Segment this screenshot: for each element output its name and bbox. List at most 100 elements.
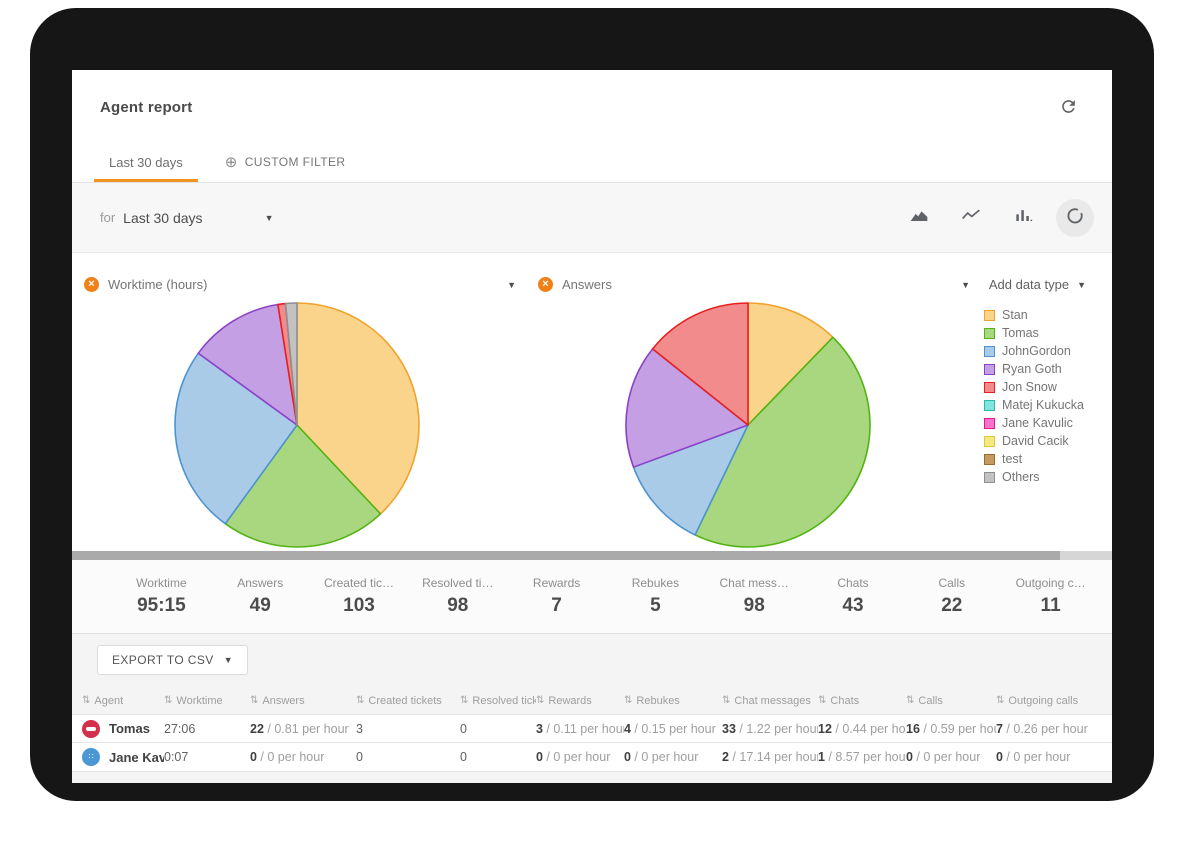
tab-custom-filter[interactable]: ⊕ CUSTOM FILTER — [210, 145, 361, 182]
agent-name: Tomas — [109, 721, 150, 736]
filterbar: for Last 30 days ▼ — [72, 183, 1112, 253]
stat-label: Outgoing c… — [1015, 576, 1086, 590]
pie-slice-others[interactable] — [284, 302, 298, 426]
metric-cell: 0 / 0 per hour — [906, 750, 981, 764]
chevron-down-icon[interactable]: ▼ — [961, 279, 970, 290]
agent-name: Jane Kav — [109, 749, 164, 765]
remove-chart-icon[interactable]: × — [538, 277, 553, 292]
pie-slice-tomas[interactable] — [224, 424, 382, 548]
worktime-cell: 0:07 — [164, 750, 189, 764]
area-chart-button[interactable] — [900, 199, 938, 237]
pie-slice-stan[interactable] — [747, 302, 834, 426]
column-header-worktime[interactable]: ⇅ Worktime — [164, 695, 250, 707]
pie-slice-johngordon[interactable] — [174, 352, 298, 525]
metric-cell: 4 / 0.15 per hour — [624, 721, 716, 736]
legend-item[interactable]: Stan — [984, 306, 1084, 324]
chart-type-toolbar — [900, 198, 1094, 237]
summary-stat: Resolved ti… 98 — [408, 576, 507, 617]
legend-item[interactable]: Jane Kavulic — [984, 414, 1084, 432]
export-to-csv-button[interactable]: EXPORT TO CSV ▼ — [97, 645, 248, 675]
table-row[interactable]: ∷ Jane Kav 0:07 0 / 0 per hour 0 0 0 / 0 per h… — [72, 743, 1112, 772]
stat-value: 95:15 — [137, 595, 186, 616]
legend-item[interactable]: Others — [984, 468, 1084, 486]
column-header-answers[interactable]: ⇅ Answers — [250, 695, 356, 707]
legend-item[interactable]: test — [984, 450, 1084, 468]
remove-chart-icon[interactable]: × — [84, 277, 99, 292]
column-header-calls[interactable]: ⇅ Calls — [906, 695, 996, 707]
metric-cell: 0 / 0 per hour — [624, 750, 699, 764]
summary-stat: Created tic… 103 — [310, 576, 409, 617]
column-label: Worktime — [176, 694, 223, 707]
legend-item[interactable]: JohnGordon — [984, 342, 1084, 360]
legend-item[interactable]: Tomas — [984, 324, 1084, 342]
stat-value: 22 — [941, 595, 963, 616]
legend-swatch — [984, 309, 995, 321]
line-chart-button[interactable] — [952, 199, 990, 237]
legend-label: JohnGordon — [1002, 344, 1071, 358]
pie-slice-ryan-goth[interactable] — [625, 348, 749, 468]
legend-swatch — [984, 435, 995, 447]
column-header-chats[interactable]: ⇅ Chats — [818, 695, 906, 707]
column-header-rewards[interactable]: ⇅ Rewards — [536, 695, 624, 707]
sort-icon: ⇅ — [82, 695, 91, 706]
stat-value: 7 — [551, 595, 562, 616]
metric-cell: 0 — [460, 721, 467, 736]
legend-list: Stan Tomas JohnGordon Ryan Goth Jon Snow Mate… — [984, 306, 1084, 486]
summary-stat: Chats 43 — [804, 576, 903, 617]
legend-item[interactable]: David Cacik — [984, 432, 1084, 450]
stat-value: 98 — [743, 595, 765, 616]
column-header-rebukes[interactable]: ⇅ Rebukes — [624, 695, 722, 707]
pie-chart-button[interactable] — [1056, 198, 1094, 237]
legend-label: test — [1002, 452, 1023, 466]
pie-slice-ryan-goth[interactable] — [197, 303, 298, 426]
column-header-created-tickets[interactable]: ⇅ Created tickets — [356, 695, 460, 707]
pie-slice-stan[interactable] — [296, 302, 420, 515]
legend-label: Jane Kavulic — [1002, 416, 1073, 430]
stat-label: Calls — [938, 576, 966, 590]
column-label: Created tickets — [368, 694, 442, 707]
avatar: ∷ — [82, 748, 100, 766]
legend-label: Jon Snow — [1002, 380, 1057, 394]
column-header-outgoing-calls[interactable]: ⇅ Outgoing calls — [996, 695, 1112, 707]
column-header-resolved-tickets[interactable]: ⇅Resolved tickets — [460, 695, 536, 707]
table-section: EXPORT TO CSV ▼ ⇅ Agent ⇅ Worktime ⇅ Answers ⇅… — [72, 634, 1112, 783]
column-label: Calls — [918, 694, 943, 707]
refresh-button[interactable] — [1055, 93, 1082, 123]
pie-slice-tomas[interactable] — [694, 336, 871, 548]
summary-stat: Answers 49 — [211, 576, 310, 617]
pie-slice-johngordon[interactable] — [632, 424, 749, 536]
column-header-agent[interactable]: ⇅ Agent — [82, 695, 164, 707]
stat-label: Resolved ti… — [422, 576, 494, 590]
bar-chart-button[interactable] — [1004, 199, 1042, 237]
metric-cell: 0 / 0 per hour — [996, 750, 1071, 764]
tab-last-30-days[interactable]: Last 30 days — [94, 145, 198, 182]
legend-label: Stan — [1002, 308, 1028, 322]
legend-item[interactable]: Matej Kukucka — [984, 396, 1084, 414]
avatar — [82, 719, 100, 738]
legend-swatch — [984, 327, 995, 339]
scrollbar-thumb[interactable] — [72, 551, 1060, 560]
answers-pie-chart — [625, 302, 871, 548]
sort-icon: ⇅ — [996, 695, 1005, 706]
legend-label: Ryan Goth — [1002, 362, 1062, 376]
add-data-type-button[interactable]: Add data type ▼ — [989, 277, 1086, 292]
chevron-down-icon[interactable]: ▼ — [264, 212, 274, 223]
column-header-chat-messages[interactable]: ⇅ Chat messages — [722, 695, 818, 707]
summary-stat: Worktime 95:15 — [112, 576, 211, 617]
chevron-down-icon[interactable]: ▼ — [507, 279, 516, 290]
table-row[interactable]: Tomas 27:06 22 / 0.81 per hour 3 0 3 / 0.11 p… — [72, 714, 1112, 743]
agent-cell: ∷ Jane Kav — [82, 748, 164, 766]
stat-value: 49 — [249, 595, 271, 616]
metric-cell: 0 — [356, 750, 363, 764]
stat-label: Worktime — [136, 576, 187, 590]
metric-cell: 1 / 8.57 per hour — [818, 750, 906, 764]
tab-label: Last 30 days — [109, 154, 183, 170]
legend-item[interactable]: Ryan Goth — [984, 360, 1084, 378]
pie-slice-jon-snow[interactable] — [651, 302, 749, 426]
summary-stat: Outgoing c… 11 — [1001, 576, 1100, 617]
date-range-select[interactable]: Last 30 days — [123, 209, 203, 226]
column-label: Chat messages — [734, 694, 811, 707]
horizontal-scrollbar — [72, 551, 1112, 560]
legend-item[interactable]: Jon Snow — [984, 378, 1084, 396]
summary-stat: Rewards 7 — [507, 576, 606, 617]
